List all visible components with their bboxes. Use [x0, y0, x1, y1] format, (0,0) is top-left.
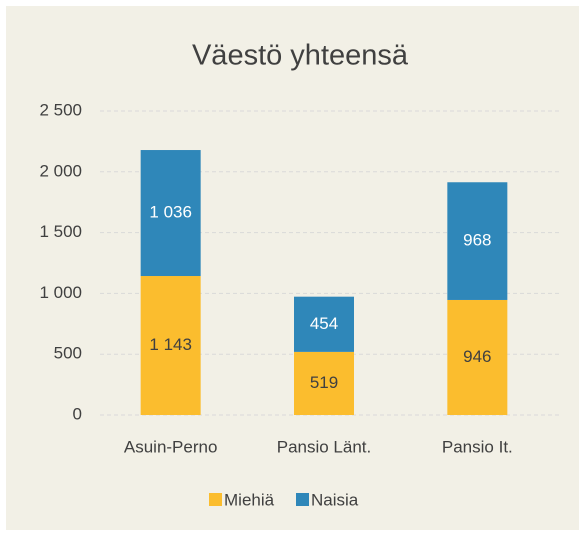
chart-title: Väestö yhteensä: [192, 40, 409, 72]
bar-segment: [140, 276, 201, 415]
y-tick-label: 2 500: [39, 100, 82, 119]
bar-segment: [294, 296, 354, 352]
y-tick-label: 1 000: [39, 283, 82, 302]
data-label: 1 143: [149, 335, 192, 354]
y-tick-label: 0: [73, 404, 82, 423]
data-label: 968: [463, 231, 491, 250]
y-tick-label: 1 500: [39, 222, 82, 241]
legend-swatch: [296, 493, 309, 506]
legend-swatch: [209, 493, 222, 506]
bar-segment: [140, 150, 201, 277]
bar-segment: [447, 299, 508, 415]
x-tick-label: Pansio Länt.: [277, 437, 372, 456]
data-label: 519: [310, 373, 338, 392]
y-tick-label: 500: [54, 344, 82, 363]
legend-label: Miehiä: [224, 490, 275, 509]
data-label: 1 036: [149, 203, 192, 222]
x-tick-label: Asuin-Perno: [124, 437, 218, 456]
x-tick-label: Pansio It.: [442, 437, 513, 456]
y-tick-label: 2 000: [39, 161, 82, 180]
data-label: 946: [463, 347, 491, 366]
bar-segment: [447, 182, 508, 300]
legend-label: Naisia: [311, 490, 359, 509]
data-label: 454: [310, 314, 338, 333]
bar-segment: [294, 351, 354, 415]
